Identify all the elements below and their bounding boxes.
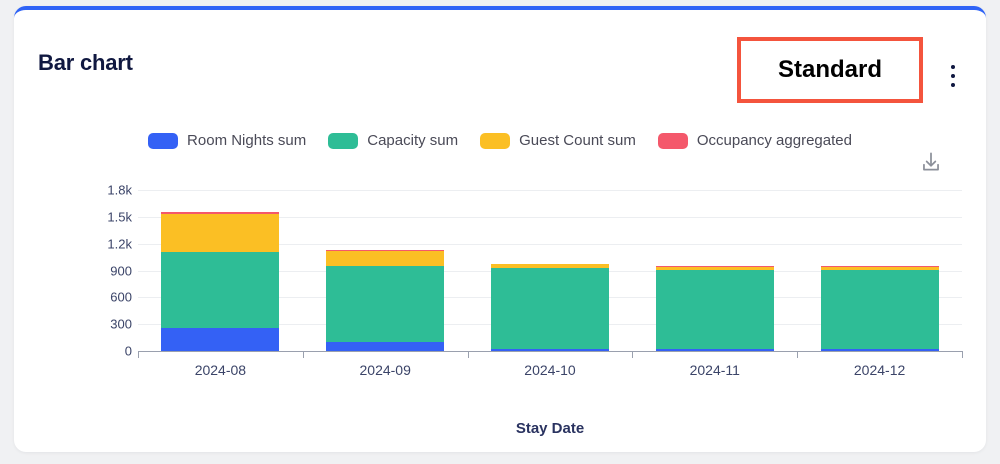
x-axis-label: 2024-08 [194, 362, 247, 378]
legend-swatch [480, 132, 511, 149]
bar-segment[interactable] [161, 212, 280, 214]
bar-segment[interactable] [655, 269, 774, 349]
bar-segment[interactable] [161, 328, 280, 351]
bar-segment[interactable] [326, 249, 445, 251]
x-axis-label: 2024-09 [359, 362, 411, 378]
x-axis-label: 2024-10 [524, 362, 576, 378]
bar-slot [138, 190, 303, 351]
bar-segment[interactable] [820, 266, 939, 270]
bar-segment[interactable] [326, 250, 445, 267]
plot-area: 0 300 600 900 1.2k 1.5k 1.8k 2024-08 2024-09 202… [14, 183, 986, 437]
y-axis-tick-label: 1.5k [107, 209, 132, 225]
x-axis-tick [138, 351, 139, 358]
bar-segment[interactable] [326, 341, 445, 351]
legend-item[interactable]: Capacity sum [328, 132, 458, 149]
kebab-menu-icon[interactable] [943, 62, 963, 90]
y-axis-tick-label: 300 [110, 316, 132, 332]
bar-segment[interactable] [491, 268, 609, 349]
bar-series-container [138, 190, 962, 351]
bar-slot [303, 190, 468, 351]
legend-label: Capacity sum [367, 132, 459, 149]
kebab-dot [951, 83, 955, 87]
page-title: Bar chart [38, 50, 133, 75]
bar-slot [468, 190, 633, 351]
bar-segment[interactable] [820, 269, 939, 350]
variant-highlight-box: Standard [737, 37, 923, 103]
bar-slot [632, 190, 797, 351]
card-header: Bar chart Standard [14, 10, 986, 106]
bar-segment[interactable] [326, 266, 445, 342]
x-axis-label: 2024-12 [853, 362, 906, 378]
x-axis-label: 2024-11 [689, 362, 740, 378]
x-axis-tick [302, 351, 304, 358]
legend-swatch [328, 132, 359, 149]
bar-segment[interactable] [655, 266, 774, 270]
legend-item[interactable]: Guest Count sum [480, 132, 636, 149]
x-axis-tick [632, 351, 634, 358]
kebab-dot [951, 65, 955, 69]
x-axis-title: Stay Date [515, 420, 585, 437]
x-axis-line [138, 351, 962, 352]
legend-item[interactable]: Occupancy aggregated [657, 132, 852, 149]
grid-line [138, 190, 962, 191]
y-axis-tick-label: 1.8k [107, 182, 132, 198]
y-axis-tick-label: 900 [110, 263, 132, 278]
y-axis-tick-label: 0 [124, 343, 132, 359]
bar-segment[interactable] [161, 252, 280, 329]
bar-segment[interactable] [491, 263, 609, 268]
legend-swatch [657, 132, 688, 149]
bar-segment[interactable] [820, 349, 939, 351]
y-axis: 0 300 600 900 1.2k 1.5k 1.8k [74, 183, 138, 359]
legend-item[interactable]: Room Nights sum [148, 132, 306, 149]
bar-chart-card: Bar chart Standard Room Nights sum Capaci… [14, 6, 986, 452]
y-axis-tick-label: 1.2k [107, 236, 132, 252]
x-axis-ticks [138, 351, 963, 358]
legend-swatch [148, 132, 179, 149]
download-icon[interactable] [918, 149, 944, 175]
chart-legend: Room Nights sum Capacity sum Guest Count s… [14, 132, 986, 149]
grid-line [138, 243, 962, 245]
stacked-bar[interactable] [491, 263, 609, 351]
x-axis-labels: 2024-08 2024-09 2024-10 2024-11 2024-12 [138, 362, 962, 384]
x-axis-tick [962, 351, 963, 358]
bar-segment[interactable] [161, 213, 280, 253]
y-axis-tick-label: 600 [110, 289, 132, 305]
variant-label[interactable]: Standard [777, 56, 882, 83]
legend-label: Room Nights sum [187, 132, 307, 149]
stacked-bar[interactable] [161, 212, 280, 351]
grid-line [138, 216, 962, 218]
legend-label: Guest Count sum [519, 132, 636, 149]
bar-segment[interactable] [491, 348, 609, 351]
x-axis-tick [467, 351, 469, 358]
stacked-bar[interactable] [326, 249, 445, 351]
stacked-bar[interactable] [655, 266, 774, 351]
kebab-dot [951, 74, 955, 78]
x-axis-tick [797, 351, 799, 358]
legend-label: Occupancy aggregated [696, 132, 852, 149]
stacked-bar[interactable] [820, 266, 939, 351]
bar-slot [797, 190, 962, 351]
bar-segment[interactable] [655, 348, 774, 351]
